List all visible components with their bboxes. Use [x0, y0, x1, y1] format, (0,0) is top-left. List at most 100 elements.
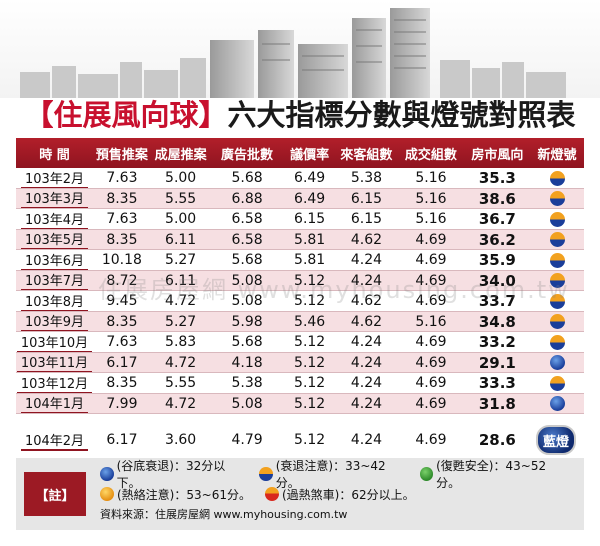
cell-light: [530, 293, 584, 309]
legend-item: (熱絡注意)：53~61分。: [100, 486, 251, 503]
cell-ads: 5.68: [231, 252, 263, 269]
cell-time: 103年10月: [16, 332, 93, 353]
cell-deals: 5.16: [415, 190, 447, 207]
cell-light: [530, 375, 584, 391]
cell-time: 103年2月: [16, 168, 93, 189]
cell-time: 104年1月: [16, 393, 93, 415]
yellow-blue-light-icon: [549, 170, 565, 186]
cell-bargain-rate: 6.49: [294, 170, 326, 187]
cell-ads: 6.88: [231, 190, 263, 207]
title-text: 六大指標分數與燈號對照表: [227, 98, 576, 132]
month-label: 103年7月: [20, 270, 89, 292]
legend-item: (復甦安全)：43~52分。: [419, 457, 566, 491]
red-light-icon: [264, 487, 279, 501]
month-label: 103年11月: [16, 352, 93, 374]
cell-deals: 5.16: [415, 170, 447, 187]
title-close-bracket: 】: [198, 98, 228, 132]
cell-light: 藍燈: [530, 425, 584, 455]
cell-visitors: 4.24: [350, 334, 383, 351]
legend-text: (過熱煞車)：62分以上。: [281, 487, 415, 502]
cell-presale: 8.35: [106, 375, 138, 392]
cell-presale: 9.45: [106, 293, 138, 310]
cell-completed: 3.60: [165, 432, 197, 448]
cell-completed: 4.72: [165, 354, 197, 371]
legend-text: (熱絡注意)：53~61分。: [117, 487, 251, 502]
cell-deals: 4.69: [415, 354, 447, 371]
yellow-blue-light-icon: [549, 211, 565, 227]
cell-market-wind: 31.8: [478, 394, 516, 413]
cell-deals: 4.69: [415, 231, 447, 248]
col-header-deals: 成交組數: [404, 147, 457, 163]
yellow-blue-light-icon: [549, 375, 565, 391]
cell-market-wind: 38.6: [478, 189, 516, 208]
col-header-presale: 預售推案: [95, 147, 148, 163]
cell-light: [530, 396, 584, 412]
cell-market-wind: 35.9: [478, 251, 516, 270]
score-table: 時 間 預售推案 成屋推案 廣告批數 議價率 來客組數 成交組數 房市風向 新燈…: [16, 138, 584, 466]
cell-ads: 5.68: [231, 170, 263, 187]
cell-deals: 4.69: [415, 432, 447, 448]
cell-market-wind: 36.7: [478, 210, 516, 229]
table-row: 103年4月 7.63 5.00 6.58 6.15 6.15 5.16 36.7: [16, 209, 584, 230]
cell-presale: 7.63: [106, 170, 138, 187]
cell-market-wind: 34.8: [478, 312, 516, 331]
cell-light: [530, 170, 584, 186]
table-row: 103年11月 6.17 4.72 4.18 5.12 4.24 4.69 29.1: [16, 352, 584, 374]
cell-completed: 5.55: [165, 375, 197, 392]
yellow-light-icon: [100, 487, 114, 501]
col-header-new-light: 新燈號: [537, 147, 577, 163]
table-row: 104年1月 7.99 4.72 5.08 5.12 4.24 4.69 31.8: [16, 393, 584, 415]
cell-market-wind: 36.2: [478, 230, 516, 249]
cell-completed: 4.72: [165, 293, 197, 310]
green-light-icon: [419, 467, 434, 481]
table-row: 103年8月 9.45 4.72 5.08 5.12 4.62 4.69 33.7: [16, 291, 584, 312]
cell-time: 103年7月: [16, 270, 93, 292]
cell-light: [530, 355, 584, 371]
cell-ads: 6.58: [231, 211, 263, 228]
yellow-blue-light-icon: [549, 334, 565, 350]
cell-bargain-rate: 5.12: [294, 293, 326, 310]
cell-ads: 4.18: [231, 354, 263, 371]
cell-visitors: 4.24: [350, 354, 383, 371]
cell-light: [530, 232, 584, 248]
yellow-blue-light-icon: [259, 467, 273, 481]
cell-time: 103年12月: [16, 373, 93, 394]
cell-time: 103年3月: [16, 188, 93, 210]
cell-bargain-rate: 5.12: [294, 432, 326, 448]
city-skyline-image: [0, 0, 600, 98]
cell-ads: 5.38: [231, 375, 263, 392]
cell-visitors: 4.24: [350, 272, 383, 289]
cell-time: 103年8月: [16, 291, 93, 312]
legend-item: (谷底衰退)：32分以下。: [100, 457, 245, 491]
cell-ads: 5.08: [231, 272, 263, 289]
col-header-completed: 成屋推案: [154, 147, 207, 163]
col-header-ads: 廣告批數: [221, 147, 274, 163]
month-label: 103年3月: [20, 188, 89, 210]
notes-panel: 【註】 (谷底衰退)：32分以下。 (衰退注意)：33~42分。 (復甦安全)：…: [16, 458, 584, 530]
cell-completed: 5.83: [165, 334, 197, 351]
cell-presale: 8.35: [106, 190, 138, 207]
cell-time: 103年11月: [16, 352, 93, 374]
title-brand: 住展風向球: [53, 98, 199, 132]
cell-visitors: 6.15: [350, 211, 383, 228]
legend-text: (衰退注意)：33~42分。: [275, 459, 386, 490]
month-label: 104年1月: [20, 393, 89, 415]
table-row: 103年7月 8.72 6.11 5.08 5.12 4.24 4.69 34.0: [16, 270, 584, 292]
cell-bargain-rate: 5.46: [294, 313, 326, 330]
cell-completed: 6.11: [165, 272, 197, 289]
cell-presale: 8.35: [106, 231, 138, 248]
col-header-bargain-rate: 議價率: [290, 147, 330, 163]
cell-deals: 4.69: [415, 395, 447, 412]
table-row: 104年2月 6.17 3.60 4.79 5.12 4.24 4.69 28.6 藍燈: [16, 414, 584, 466]
month-label: 103年4月: [20, 209, 89, 230]
cell-bargain-rate: 5.81: [294, 252, 326, 269]
cell-completed: 5.00: [165, 170, 197, 187]
cell-bargain-rate: 6.15: [294, 211, 326, 228]
cell-completed: 5.27: [165, 313, 197, 330]
cell-light: [530, 211, 584, 227]
cell-bargain-rate: 5.12: [294, 334, 326, 351]
yellow-blue-light-icon: [549, 191, 565, 207]
month-label: 103年10月: [16, 332, 93, 353]
cell-time: 103年4月: [16, 209, 93, 230]
yellow-blue-light-icon: [549, 293, 565, 309]
